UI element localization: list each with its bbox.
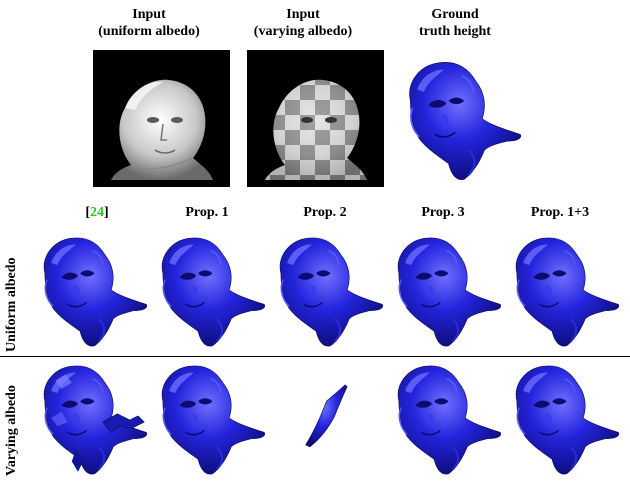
result-varying-prop-1 bbox=[148, 360, 273, 480]
result-varying-prop-3 bbox=[384, 360, 509, 480]
header-ground-truth-line2: truth height bbox=[419, 24, 491, 39]
column-header-prop-1: Prop. 1 bbox=[185, 205, 229, 220]
input-varying-albedo-image bbox=[247, 50, 384, 187]
result-uniform-prop-1 bbox=[148, 232, 273, 352]
result-varying-ref-24 bbox=[30, 360, 155, 480]
ref-open-bracket: [ bbox=[85, 205, 90, 220]
ground-truth-height-surface bbox=[392, 56, 532, 186]
result-varying-prop-1-3 bbox=[502, 360, 627, 480]
header-input-varying-line1: Input bbox=[286, 7, 320, 22]
header-input-varying: Input (varying albedo) bbox=[238, 6, 368, 40]
column-header-prop-1-3: Prop. 1+3 bbox=[530, 205, 590, 220]
row-label-uniform-albedo: Uniform albedo bbox=[4, 257, 19, 353]
header-input-varying-line2: (varying albedo) bbox=[253, 24, 353, 39]
row-label-varying-albedo: Varying albedo bbox=[4, 385, 19, 476]
result-uniform-prop-2 bbox=[266, 232, 391, 352]
header-ground-truth: Ground truth height bbox=[390, 6, 520, 40]
header-input-uniform: Input (uniform albedo) bbox=[84, 6, 214, 40]
result-uniform-ref-24 bbox=[30, 232, 155, 352]
result-varying-prop-2 bbox=[266, 360, 391, 480]
result-uniform-prop-1-3 bbox=[502, 232, 627, 352]
citation-link-24[interactable]: 24 bbox=[90, 205, 104, 220]
header-ground-truth-line1: Ground bbox=[431, 7, 479, 22]
row-divider bbox=[0, 356, 630, 357]
ref-close-bracket: ] bbox=[104, 205, 109, 220]
column-header-prop-2: Prop. 2 bbox=[303, 205, 347, 220]
column-header-ref-24: [24] bbox=[42, 205, 152, 221]
input-uniform-albedo-image bbox=[93, 50, 230, 187]
header-input-uniform-line2: (uniform albedo) bbox=[98, 24, 200, 39]
header-input-uniform-line1: Input bbox=[132, 7, 166, 22]
column-header-prop-3: Prop. 3 bbox=[421, 205, 465, 220]
result-uniform-prop-3 bbox=[384, 232, 509, 352]
